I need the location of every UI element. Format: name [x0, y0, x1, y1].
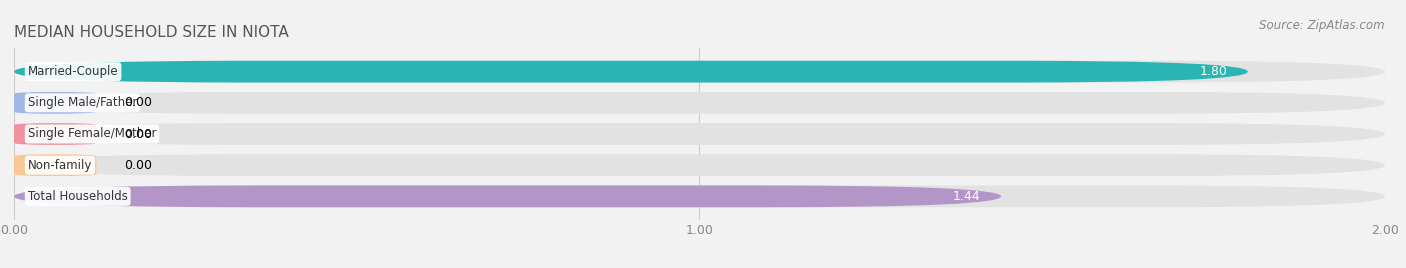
FancyBboxPatch shape — [14, 123, 1385, 145]
Text: Source: ZipAtlas.com: Source: ZipAtlas.com — [1260, 19, 1385, 32]
FancyBboxPatch shape — [14, 185, 1385, 207]
Text: Non-family: Non-family — [28, 159, 93, 172]
Text: 0.00: 0.00 — [124, 128, 152, 140]
FancyBboxPatch shape — [14, 61, 1249, 83]
FancyBboxPatch shape — [14, 123, 96, 145]
Text: Total Households: Total Households — [28, 190, 128, 203]
FancyBboxPatch shape — [14, 154, 96, 176]
FancyBboxPatch shape — [14, 154, 1385, 176]
Text: 0.00: 0.00 — [124, 159, 152, 172]
Text: Single Female/Mother: Single Female/Mother — [28, 128, 156, 140]
Text: 1.80: 1.80 — [1199, 65, 1227, 78]
Text: 1.44: 1.44 — [953, 190, 980, 203]
Text: Married-Couple: Married-Couple — [28, 65, 118, 78]
FancyBboxPatch shape — [14, 185, 1001, 207]
FancyBboxPatch shape — [14, 92, 96, 114]
FancyBboxPatch shape — [14, 92, 1385, 114]
FancyBboxPatch shape — [14, 61, 1385, 83]
Text: Single Male/Father: Single Male/Father — [28, 96, 138, 109]
Text: 0.00: 0.00 — [124, 96, 152, 109]
Text: MEDIAN HOUSEHOLD SIZE IN NIOTA: MEDIAN HOUSEHOLD SIZE IN NIOTA — [14, 25, 288, 40]
